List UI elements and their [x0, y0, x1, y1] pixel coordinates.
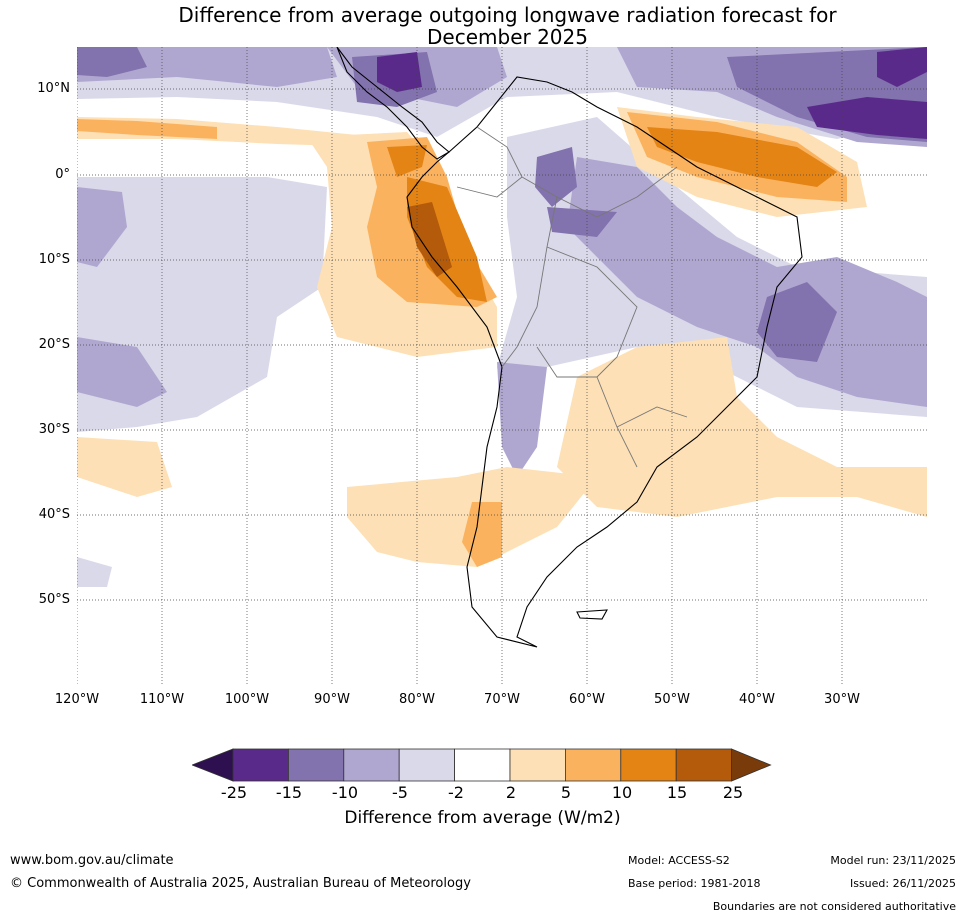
title-line-2: December 2025: [427, 25, 588, 49]
anomaly-region-guianas-strong: [647, 127, 837, 187]
anomaly-region-north-east-max: [877, 47, 927, 87]
colorbar-cell: [620, 748, 677, 782]
colorbar-cell: [675, 748, 733, 782]
central-america-coast: [336, 47, 450, 160]
x-tick: 90°W: [314, 692, 350, 707]
colorbar-label: 25: [722, 783, 744, 802]
footer-url[interactable]: www.bom.gov.au/climate: [10, 853, 174, 868]
footer-disclaimer: Boundaries are not considered authoritat…: [712, 900, 956, 913]
x-tick: 120°W: [54, 692, 100, 707]
footer-model: Model: ACCESS-S2: [628, 854, 730, 867]
colorbar-label: -15: [275, 783, 303, 802]
footer-copyright: © Commonwealth of Australia 2025, Austra…: [10, 876, 471, 891]
country-borders: [456, 126, 688, 468]
anomaly-region-peru-andes-max: [407, 202, 452, 277]
colorbar-label: -10: [331, 783, 359, 802]
y-tick: 20°S: [38, 337, 70, 352]
y-tick: 50°S: [38, 592, 70, 607]
y-tick: 10°S: [38, 252, 70, 267]
colorbar-label: 5: [560, 783, 572, 802]
anomaly-region-southeast-pacific: [77, 437, 172, 497]
anomaly-region-brazil-strong: [757, 282, 837, 362]
colorbar-cell: [343, 748, 400, 782]
map-title: Difference from average outgoing longwav…: [0, 4, 965, 48]
y-tick: 10°N: [37, 81, 70, 96]
anomaly-region-caribbean-max: [377, 52, 422, 92]
x-tick: 30°W: [824, 692, 860, 707]
colorbar: [192, 748, 772, 782]
colorbar-label: 2: [505, 783, 517, 802]
y-tick: 40°S: [38, 507, 70, 522]
anomaly-region-patagonia-mid: [462, 502, 502, 567]
x-tick: 100°W: [224, 692, 270, 707]
x-tick: 50°W: [654, 692, 690, 707]
anomaly-region-southwest-pacific: [77, 557, 112, 587]
colorbar-title: Difference from average (W/m2): [344, 808, 621, 828]
colorbar-label: 10: [611, 783, 633, 802]
colorbar-cell: [454, 748, 511, 782]
x-tick: 40°W: [739, 692, 775, 707]
colorbar-cell: [232, 748, 289, 782]
footer-base-period: Base period: 1981-2018: [628, 877, 761, 890]
colorbar-cell: [564, 748, 622, 782]
anomaly-region-far-south-atlantic: [807, 467, 927, 512]
colorbar-label: -25: [220, 783, 248, 802]
anomaly-map: [77, 47, 927, 684]
y-tick: 30°S: [38, 422, 70, 437]
anomaly-region-amazon-mid: [567, 157, 927, 407]
colorbar-label: -2: [448, 783, 464, 802]
colorbar-label: 15: [666, 783, 688, 802]
falkland-islands: [576, 609, 608, 620]
colorbar-arrow-max: [731, 748, 772, 782]
colorbar-arrow-min: [192, 748, 234, 782]
anomaly-region-north-east-max-2: [807, 97, 927, 139]
anomaly-region-east-pacific-south: [77, 337, 167, 407]
colorbar-cell: [398, 748, 455, 782]
footer-issued: Issued: 26/11/2025: [849, 877, 956, 890]
anomaly-region-itcz-west-mid: [77, 119, 217, 139]
x-tick: 70°W: [484, 692, 520, 707]
x-tick: 60°W: [569, 692, 605, 707]
colorbar-cell: [509, 748, 566, 782]
anomaly-region-north-west-strong: [77, 47, 147, 77]
x-tick: 110°W: [139, 692, 185, 707]
anomaly-region-amazon-strong-2: [547, 207, 617, 237]
colorbar-cell: [288, 748, 345, 782]
anomaly-region-amazon-strong: [535, 147, 577, 207]
y-tick: 0°: [55, 167, 70, 182]
coastlines: [336, 47, 803, 648]
footer-model-run: Model run: 23/11/2025: [830, 854, 956, 867]
south-america-coast: [406, 76, 803, 648]
negative-anomaly-regions: [77, 47, 927, 587]
colorbar-label: -5: [392, 783, 408, 802]
x-tick: 80°W: [399, 692, 435, 707]
anomaly-region-andes-central: [497, 362, 547, 477]
anomaly-region-east-pacific-mid: [77, 187, 127, 267]
title-line-1: Difference from average outgoing longwav…: [178, 3, 837, 27]
